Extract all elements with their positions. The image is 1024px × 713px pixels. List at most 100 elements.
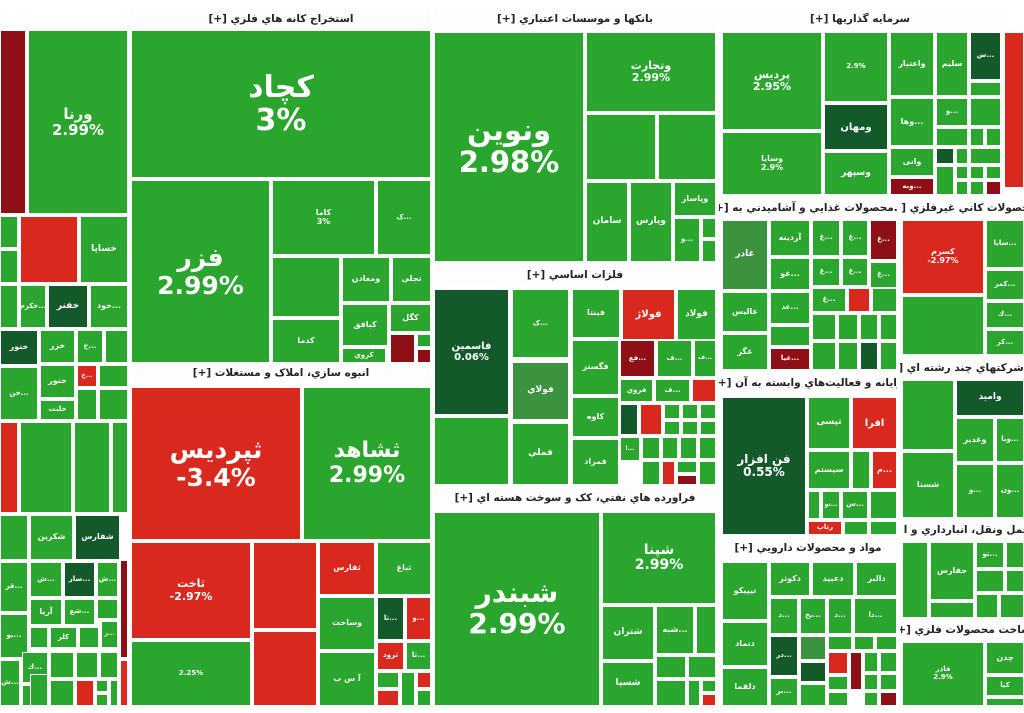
treemap-tile[interactable] (956, 148, 968, 164)
treemap-tile[interactable]: ...غ (812, 258, 840, 286)
treemap-tile[interactable] (808, 491, 820, 519)
treemap-tile[interactable] (880, 342, 897, 370)
treemap-tile[interactable]: فاذر 2.9% (902, 642, 984, 706)
treemap-tile[interactable] (688, 680, 700, 706)
treemap-tile[interactable]: فاسمین 0.06% (434, 289, 509, 415)
treemap-tile[interactable] (688, 656, 716, 678)
treemap-tile[interactable] (656, 656, 686, 678)
treemap-tile[interactable]: فمراد (572, 439, 619, 485)
treemap-tile[interactable]: دکوثر (770, 562, 810, 596)
treemap-tile[interactable]: دتماد (722, 622, 768, 666)
treemap-tile[interactable] (844, 521, 868, 535)
treemap-tile[interactable] (664, 404, 680, 419)
treemap-tile[interactable] (96, 680, 108, 692)
treemap-tile[interactable]: ثاخت -2.97% (131, 542, 251, 639)
treemap-tile[interactable]: شسپا (602, 662, 654, 706)
treemap-tile[interactable]: چدن (986, 642, 1024, 674)
treemap-tile[interactable]: 2.25% (131, 641, 251, 706)
treemap-tile[interactable] (112, 422, 128, 513)
treemap-tile[interactable]: ...فع (620, 340, 655, 377)
treemap-tile[interactable] (838, 314, 858, 340)
treemap-tile[interactable]: ...ا (620, 437, 640, 461)
treemap-tile[interactable]: ومهان (824, 104, 888, 150)
treemap-tile[interactable]: ثپردیس -3.4% (131, 387, 301, 540)
treemap-tile[interactable]: ثباغ (377, 542, 431, 595)
treemap-tile[interactable]: کدما (272, 319, 340, 363)
treemap-tile[interactable] (640, 404, 662, 435)
treemap-tile[interactable] (417, 690, 431, 706)
treemap-tile[interactable] (860, 342, 878, 370)
treemap-tile[interactable]: وسپهر (824, 152, 888, 195)
treemap-tile[interactable]: ...و (936, 98, 968, 126)
treemap-tile[interactable]: ...و (406, 597, 431, 640)
treemap-tile[interactable]: وامید (956, 380, 1024, 416)
treemap-tile[interactable]: خنور (40, 365, 75, 398)
treemap-tile[interactable] (253, 542, 317, 629)
treemap-tile[interactable] (50, 652, 74, 678)
treemap-tile[interactable]: ...قر (0, 562, 28, 612)
treemap-tile[interactable]: ...خ (77, 365, 97, 387)
treemap-tile[interactable]: ...کمر (986, 270, 1024, 300)
treemap-tile[interactable] (0, 216, 18, 248)
treemap-tile[interactable]: ...ف (694, 340, 716, 377)
treemap-tile[interactable] (1006, 570, 1024, 592)
treemap-tile[interactable]: وپارس (630, 182, 672, 262)
treemap-tile[interactable] (100, 652, 118, 678)
treemap-tile[interactable] (702, 680, 716, 692)
treemap-tile[interactable]: پردیس 2.95% (722, 32, 822, 130)
section-header-pharmaceuticals[interactable]: مواد و محصولات دارويي [+] (719, 538, 897, 558)
treemap-tile[interactable]: ...بو (0, 614, 28, 658)
treemap-tile[interactable]: واعتبار (890, 32, 934, 96)
treemap-tile[interactable]: ...خود (90, 285, 128, 328)
treemap-tile[interactable] (880, 692, 897, 706)
treemap-tile[interactable]: سیستم (808, 451, 850, 489)
treemap-tile[interactable]: کیا (986, 676, 1024, 696)
treemap-tile[interactable] (970, 148, 1001, 164)
treemap-tile[interactable]: کروي (342, 348, 386, 363)
treemap-tile[interactable] (30, 627, 48, 648)
treemap-tile[interactable] (96, 694, 108, 706)
treemap-tile[interactable] (682, 421, 698, 435)
treemap-tile[interactable]: ...و (956, 464, 994, 518)
section-header-computer-activities[interactable]: رايانه و فعاليت‌هاي وابسته به آن [+] (719, 373, 897, 393)
treemap-tile[interactable] (74, 422, 110, 513)
treemap-tile[interactable]: ...غیا (770, 348, 810, 370)
treemap-tile[interactable]: تپسی (808, 397, 850, 449)
treemap-tile[interactable] (828, 636, 852, 650)
treemap-tile[interactable]: ...غ (842, 220, 868, 256)
treemap-tile[interactable] (930, 602, 974, 618)
treemap-tile[interactable] (692, 379, 716, 402)
treemap-tile[interactable] (970, 181, 984, 195)
section-header-base-metals[interactable]: فلزات اساسي [+] (434, 265, 716, 285)
treemap-tile[interactable] (870, 521, 897, 535)
treemap-tile[interactable] (77, 389, 97, 420)
treemap-tile[interactable]: حفارس (930, 542, 974, 600)
treemap-tile[interactable] (20, 216, 78, 283)
section-header-transport-warehousing[interactable]: ...حمل ونقل، انبارداري و ا [+] (900, 520, 1024, 540)
treemap-tile[interactable]: ...سایا (986, 220, 1024, 268)
treemap-tile[interactable] (986, 166, 1001, 179)
section-header-metal-ores-mining[interactable]: استخراج کانه هاي فلزي [+] (131, 8, 431, 30)
treemap-tile[interactable]: آردینه (770, 220, 810, 256)
treemap-tile[interactable] (99, 365, 128, 387)
treemap-tile[interactable]: ...ش (0, 660, 20, 706)
section-header-food-beverage[interactable]: ...محصولات غذايي و آشاميدني به [+] (719, 198, 897, 218)
treemap-tile[interactable]: ...غ (870, 262, 897, 288)
treemap-tile[interactable] (812, 342, 836, 370)
treemap-tile[interactable]: ...بر (770, 678, 798, 706)
treemap-tile[interactable] (401, 672, 415, 706)
treemap-tile[interactable]: تیپیکو (722, 562, 768, 620)
treemap-tile[interactable]: شپنا 2.99% (602, 512, 716, 604)
treemap-tile[interactable] (902, 296, 984, 355)
section-header-banks-credit[interactable]: بانکها و موسسات اعتباري [+] (434, 8, 716, 30)
treemap-tile[interactable]: خفنر (48, 285, 88, 328)
treemap-tile[interactable] (656, 680, 686, 706)
treemap-tile[interactable] (434, 417, 509, 485)
treemap-tile[interactable]: وغدیر (956, 418, 994, 462)
treemap-tile[interactable] (936, 166, 954, 195)
treemap-tile[interactable] (876, 636, 897, 650)
treemap-tile[interactable]: کاما 3% (272, 180, 375, 255)
treemap-tile[interactable]: کچاد 3% (131, 30, 431, 178)
treemap-tile[interactable] (854, 636, 874, 650)
treemap-tile[interactable]: ...د (770, 598, 798, 634)
